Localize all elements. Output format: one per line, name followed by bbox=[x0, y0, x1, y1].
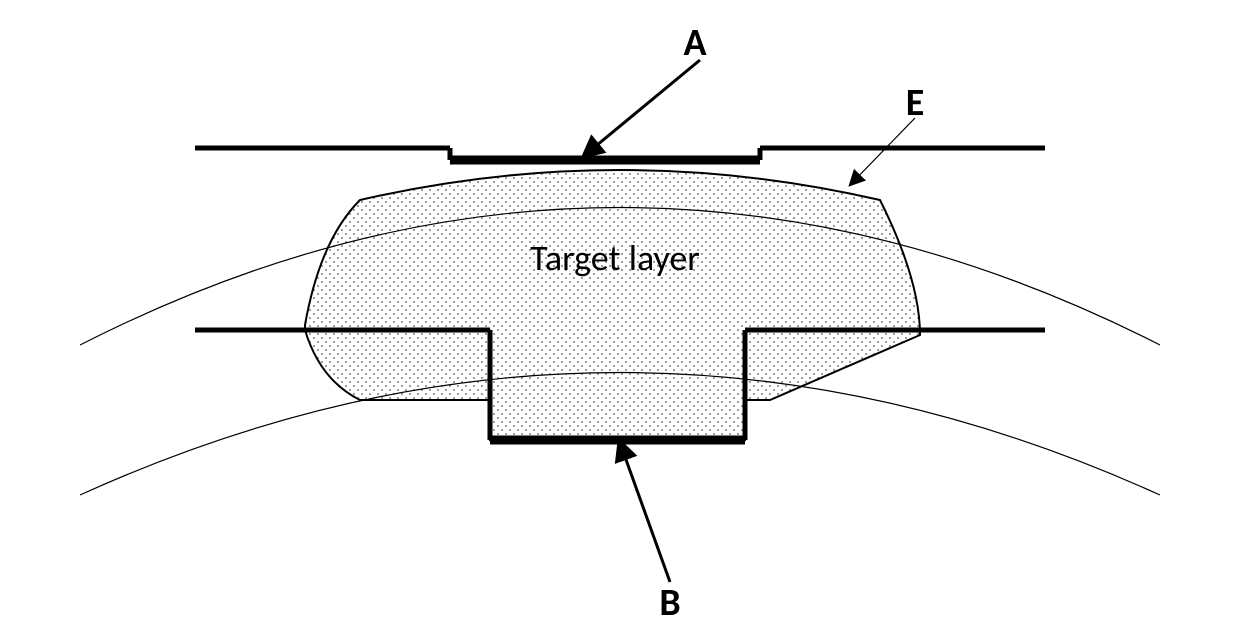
leader-a bbox=[585, 60, 700, 155]
leader-b bbox=[620, 443, 670, 582]
label-e: E bbox=[906, 80, 925, 126]
diagram-canvas: A E B Target layer bbox=[0, 0, 1240, 627]
label-a: A bbox=[683, 20, 707, 66]
label-target-layer: Target layer bbox=[530, 236, 700, 280]
leader-e bbox=[850, 118, 915, 185]
label-b: B bbox=[659, 580, 680, 626]
target-layer-region bbox=[305, 170, 920, 440]
